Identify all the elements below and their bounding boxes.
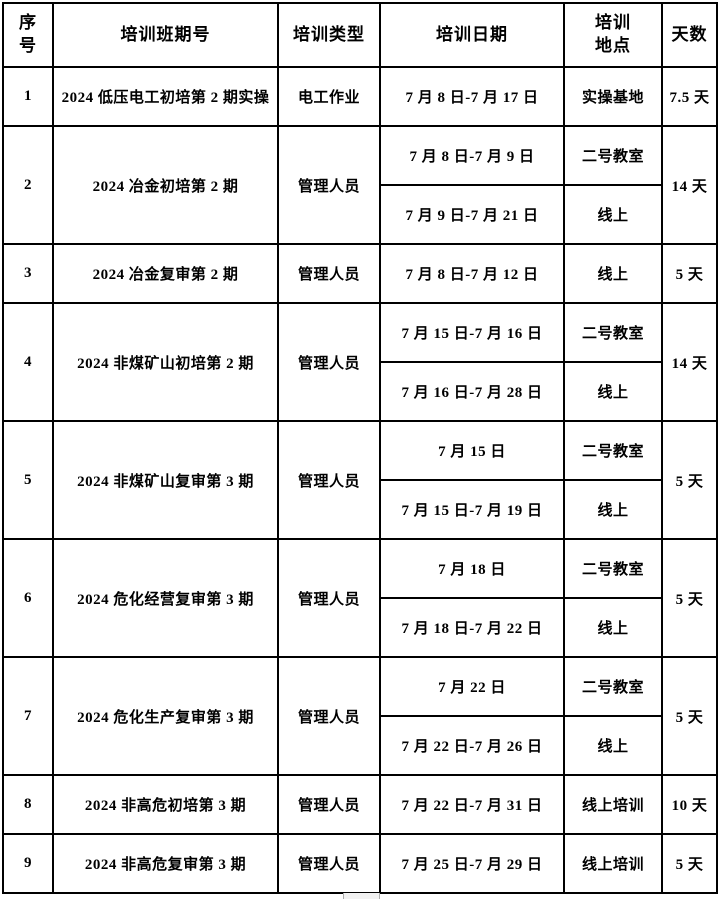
class-name-cell: 2024 非煤矿山初培第 2 期 [52,302,279,422]
table-subrow: 7 月 16 日-7 月 28 日线上 [3,361,717,422]
class-name-cell: 2024 冶金复审第 2 期 [52,243,279,304]
date-cell: 7 月 15 日-7 月 16 日 [379,302,565,363]
table-row: 6 2024 危化经营复审第 3 期管理人员 7 月 18 日二号教室 5 天 [2,538,718,658]
seq-cell: 1 [2,66,54,127]
type-cell: 管理人员 [277,774,381,835]
days-cell: 14 天 [661,125,718,245]
header-date: 培训日期 [379,2,565,68]
table-subrow: 7 月 9 日-7 月 21 日线上 [3,184,717,245]
seq-cell: 9 [2,833,54,894]
class-name-cell: 2024 非高危复审第 3 期 [52,833,279,894]
type-cell: 管理人员 [277,833,381,894]
scrollbar-thumb-fragment[interactable] [343,893,380,899]
date-cell: 7 月 18 日-7 月 22 日 [379,597,565,658]
days-cell: 5 天 [661,538,718,658]
class-name-cell: 2024 危化生产复审第 3 期 [52,656,279,776]
location-cell: 线上培训 [563,774,663,835]
table-body: 1 2024 低压电工初培第 2 期实操 电工作业 7 月 8 日-7 月 17 日实… [2,66,718,894]
header-days: 天数 [661,2,718,68]
seq-cell: 4 [2,302,54,422]
table-subrow: 7 月 15 日-7 月 19 日线上 [3,479,717,540]
seq-cell: 5 [2,420,54,540]
seq-cell: 7 [2,656,54,776]
class-name-cell: 2024 低压电工初培第 2 期实操 [52,66,279,127]
header-type: 培训类型 [277,2,381,68]
location-cell: 二号教室 [563,538,663,599]
type-cell: 管理人员 [277,656,381,776]
type-cell: 电工作业 [277,66,381,127]
location-cell: 线上 [563,361,663,422]
table-row: 9 2024 非高危复审第 3 期管理人员 7 月 25 日-7 月 29 日线上培… [2,833,718,894]
type-cell: 管理人员 [277,243,381,304]
table-header: 序 号 培训班期号 培训类型 培训日期 培训 地点 天数 [2,2,718,68]
header-seq: 序 号 [2,2,54,68]
location-cell: 二号教室 [563,302,663,363]
date-cell: 7 月 15 日-7 月 19 日 [379,479,565,540]
days-cell: 5 天 [661,833,718,894]
date-cell: 7 月 22 日-7 月 31 日 [379,774,565,835]
seq-cell: 8 [2,774,54,835]
table-row: 4 2024 非煤矿山初培第 2 期管理人员 7 月 15 日-7 月 16 日二号… [2,302,718,422]
days-cell: 7.5 天 [661,66,718,127]
location-cell: 二号教室 [563,125,663,186]
date-cell: 7 月 8 日-7 月 9 日 [379,125,565,186]
class-name-cell: 2024 危化经营复审第 3 期 [52,538,279,658]
type-cell: 管理人员 [277,125,381,245]
table-subrow: 7 月 18 日-7 月 22 日线上 [3,597,717,658]
location-cell: 线上 [563,243,663,304]
date-cell: 7 月 8 日-7 月 12 日 [379,243,565,304]
location-cell: 实操基地 [563,66,663,127]
seq-cell: 6 [2,538,54,658]
days-cell: 5 天 [661,243,718,304]
class-name-cell: 2024 冶金初培第 2 期 [52,125,279,245]
type-cell: 管理人员 [277,420,381,540]
date-cell: 7 月 18 日 [379,538,565,599]
date-cell: 7 月 9 日-7 月 21 日 [379,184,565,245]
table-row: 7 2024 危化生产复审第 3 期管理人员 7 月 22 日二号教室 5 天 [2,656,718,776]
type-cell: 管理人员 [277,538,381,658]
date-cell: 7 月 22 日 [379,656,565,717]
table-row: 3 2024 冶金复审第 2 期管理人员 7 月 8 日-7 月 12 日线上 5 天 [2,243,718,304]
table-row: 2 2024 冶金初培第 2 期管理人员 7 月 8 日-7 月 9 日二号教室 14… [2,125,718,245]
location-cell: 二号教室 [563,656,663,717]
days-cell: 10 天 [661,774,718,835]
location-cell: 线上培训 [563,833,663,894]
location-cell: 线上 [563,715,663,776]
header-location: 培训 地点 [563,2,663,68]
seq-cell: 3 [2,243,54,304]
class-name-cell: 2024 非高危初培第 3 期 [52,774,279,835]
date-cell: 7 月 22 日-7 月 26 日 [379,715,565,776]
date-cell: 7 月 8 日-7 月 17 日 [379,66,565,127]
location-cell: 线上 [563,184,663,245]
type-cell: 管理人员 [277,302,381,422]
days-cell: 14 天 [661,302,718,422]
location-cell: 二号教室 [563,420,663,481]
class-name-cell: 2024 非煤矿山复审第 3 期 [52,420,279,540]
table-row: 8 2024 非高危初培第 3 期管理人员 7 月 22 日-7 月 31 日线上培… [2,774,718,835]
seq-cell: 2 [2,125,54,245]
location-cell: 线上 [563,597,663,658]
date-cell: 7 月 16 日-7 月 28 日 [379,361,565,422]
table-subrow: 7 月 22 日-7 月 26 日线上 [3,715,717,776]
date-cell: 7 月 25 日-7 月 29 日 [379,833,565,894]
header-row: 序 号 培训班期号 培训类型 培训日期 培训 地点 天数 [2,2,718,68]
table-row: 1 2024 低压电工初培第 2 期实操 电工作业 7 月 8 日-7 月 17 日实… [2,66,718,127]
header-class: 培训班期号 [52,2,279,68]
date-cell: 7 月 15 日 [379,420,565,481]
table-row: 5 2024 非煤矿山复审第 3 期管理人员 7 月 15 日二号教室 5 天 [2,420,718,540]
location-cell: 线上 [563,479,663,540]
days-cell: 5 天 [661,420,718,540]
days-cell: 5 天 [661,656,718,776]
